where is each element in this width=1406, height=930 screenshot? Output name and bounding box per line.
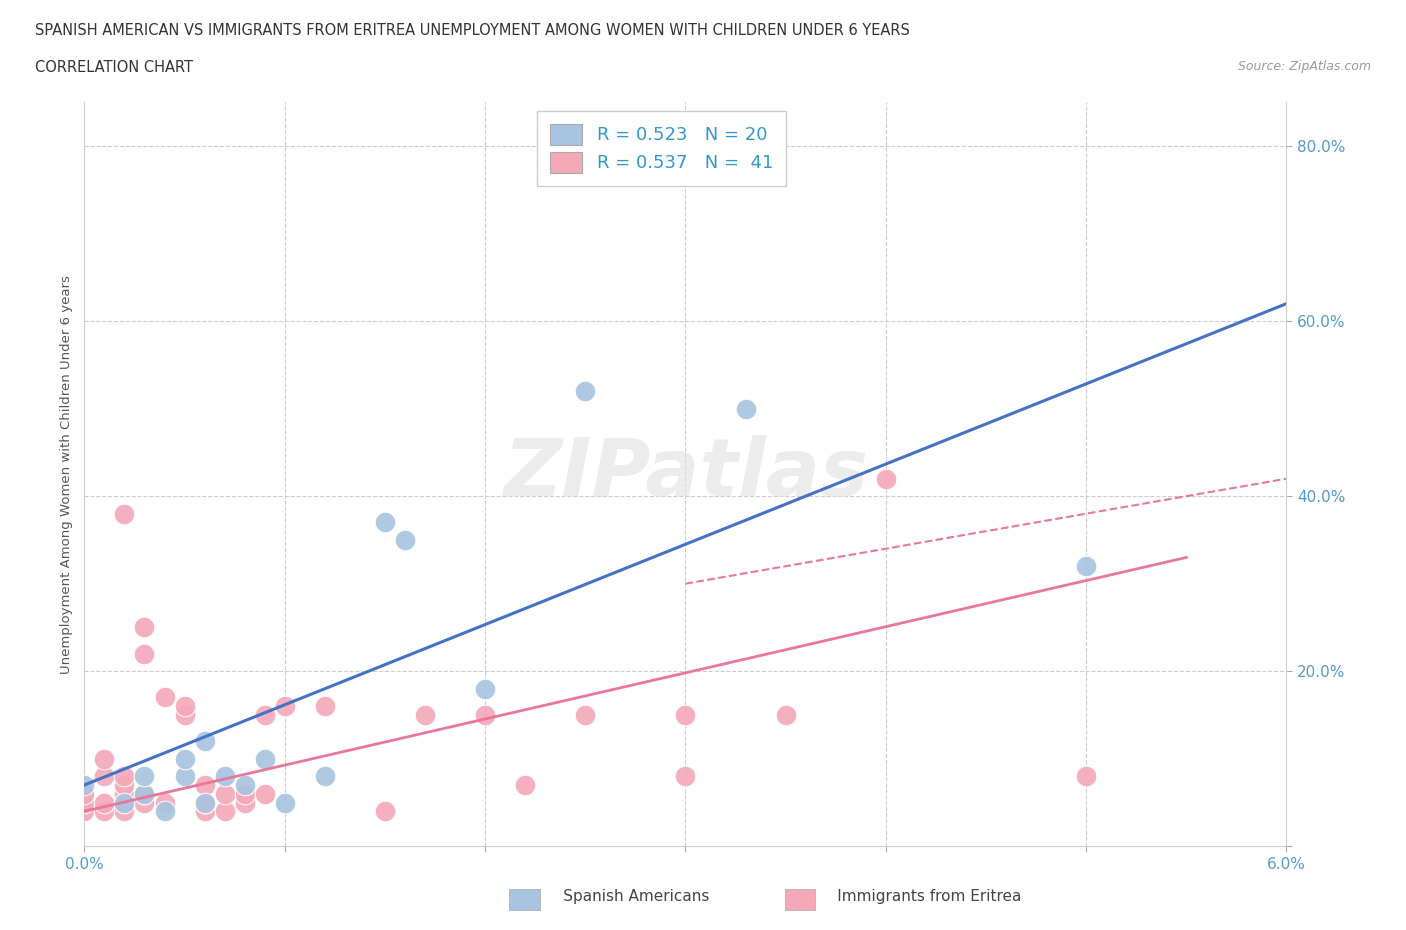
Point [173, 769, 195, 784]
Point [73, 777, 96, 792]
Point [134, 769, 156, 784]
Point [474, 682, 496, 697]
Point [1076, 559, 1098, 574]
Point [214, 787, 236, 802]
Text: Immigrants from Eritrea: Immigrants from Eritrea [808, 889, 1022, 904]
Point [173, 708, 195, 723]
Point [114, 506, 135, 521]
Y-axis label: Unemployment Among Women with Children Under 6 years: Unemployment Among Women with Children U… [60, 275, 73, 673]
Point [153, 795, 176, 810]
Text: SPANISH AMERICAN VS IMMIGRANTS FROM ERITREA UNEMPLOYMENT AMONG WOMEN WITH CHILDR: SPANISH AMERICAN VS IMMIGRANTS FROM ERIT… [35, 23, 910, 38]
Point [274, 698, 297, 713]
Point [253, 787, 276, 802]
Point [114, 777, 135, 792]
Text: ZIPatlas: ZIPatlas [503, 435, 868, 513]
Point [314, 769, 336, 784]
Point [114, 787, 135, 802]
Point [374, 804, 396, 818]
Point [134, 646, 156, 661]
Point [233, 795, 256, 810]
Point [114, 804, 135, 818]
Legend: R = 0.523   N = 20, R = 0.537   N =  41: R = 0.523 N = 20, R = 0.537 N = 41 [537, 112, 786, 186]
Point [413, 708, 436, 723]
Point [515, 777, 537, 792]
Point [114, 795, 135, 810]
Point [253, 708, 276, 723]
Point [233, 777, 256, 792]
Point [1076, 769, 1098, 784]
Point [675, 708, 697, 723]
Point [194, 795, 217, 810]
Point [153, 804, 176, 818]
Text: Spanish Americans: Spanish Americans [534, 889, 710, 904]
Point [194, 734, 217, 749]
Point [134, 787, 156, 802]
Point [73, 804, 96, 818]
Point [734, 401, 756, 416]
Text: Source: ZipAtlas.com: Source: ZipAtlas.com [1237, 60, 1371, 73]
Point [73, 787, 96, 802]
Point [274, 795, 297, 810]
Point [93, 769, 115, 784]
Point [93, 804, 115, 818]
Text: CORRELATION CHART: CORRELATION CHART [35, 60, 193, 75]
Point [233, 787, 256, 802]
Point [134, 795, 156, 810]
Point [93, 751, 115, 766]
Point [93, 795, 115, 810]
Point [374, 515, 396, 530]
Point [134, 787, 156, 802]
Point [253, 751, 276, 766]
Point [153, 690, 176, 705]
Point [394, 533, 416, 548]
Point [214, 769, 236, 784]
Point [214, 804, 236, 818]
Point [194, 804, 217, 818]
Point [474, 708, 496, 723]
Point [73, 795, 96, 810]
Point [775, 708, 797, 723]
Point [114, 769, 135, 784]
Point [314, 698, 336, 713]
Point [574, 384, 596, 399]
Point [574, 708, 596, 723]
Point [875, 472, 897, 486]
Point [134, 620, 156, 635]
Point [675, 769, 697, 784]
Point [173, 751, 195, 766]
Point [194, 777, 217, 792]
Point [194, 795, 217, 810]
Point [173, 698, 195, 713]
